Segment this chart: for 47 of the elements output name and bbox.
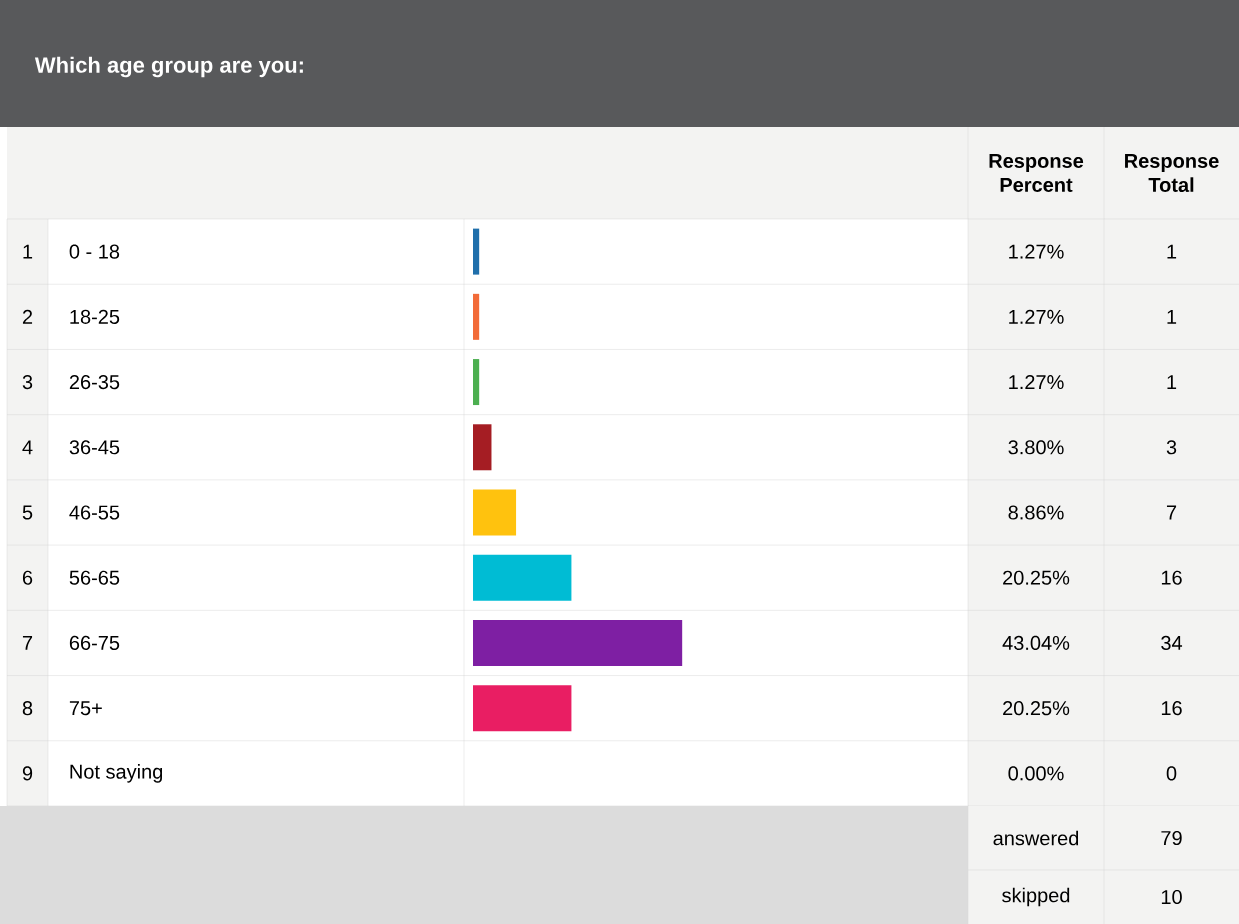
text: Which age group are you: [34,56,303,78]
text: 34 [1161,635,1183,651]
text: Response Total [1125,154,1219,192]
text: 7 [22,636,33,650]
y-tick-label: 0 - 18 [69,244,120,259]
text: 3 [1166,440,1177,455]
data-label: 8.86% [1008,505,1064,520]
text: 16 [1161,570,1182,585]
text: 5 [22,505,33,520]
bar [473,293,480,340]
y-tick-label: 75+ [69,701,102,716]
y-tick-label: 56-65 [69,570,120,585]
text: 7 [1166,505,1177,520]
y-tick-label: 36-45 [69,440,120,455]
text: 0 [1166,766,1177,781]
data-label: 43.04% [1002,635,1070,651]
bar [473,554,572,601]
text: 9 [22,766,33,781]
y-tick-label: 26-35 [69,374,120,390]
data-label: 0.00% [1008,766,1064,781]
y-tick-label: 18-25 [70,309,120,324]
text: Response Percent [989,154,1084,192]
bar [473,619,683,666]
y-tick-label: 66-75 [69,635,120,651]
bar [473,489,517,536]
text: 8 [22,701,33,716]
text: 1 [1167,309,1177,324]
bar [473,685,572,732]
bar [473,359,480,406]
text: 2 [22,309,33,324]
text: 1 [23,244,33,259]
data-label: 1.27% [1009,309,1064,324]
text: 4 [22,440,33,455]
data-label: 1.27% [1009,375,1064,390]
data-label: 1.27% [1009,244,1064,259]
y-tick-label: 46-55 [69,505,120,520]
text: 1 [1167,244,1177,259]
text: 3 [22,374,33,390]
bar [473,424,492,471]
data-label: 3.80% [1008,440,1064,455]
data-label: 20.25% [1003,701,1070,716]
bar [473,228,480,275]
text: 6 [22,570,33,585]
data-label: 20.25% [1003,570,1070,585]
y-tick-label: Not saying [70,764,163,783]
text: 16 [1161,701,1182,716]
text: 1 [1167,375,1177,389]
